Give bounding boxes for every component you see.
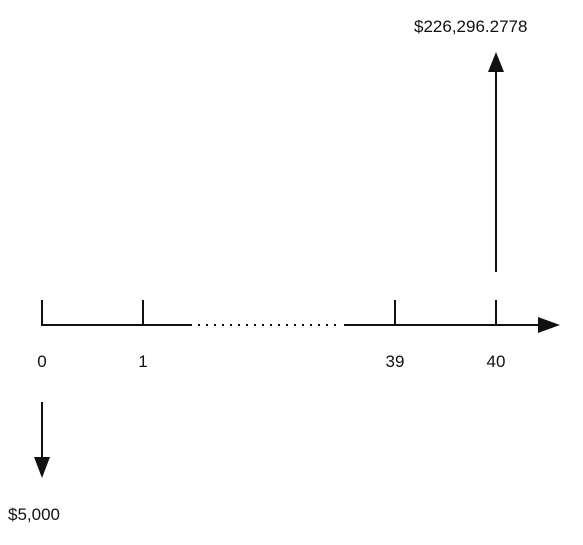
- arrow-up-icon: [488, 52, 504, 72]
- period-labels: 0 1 39 40: [37, 352, 505, 371]
- period-label-0: 0: [37, 352, 46, 371]
- outflow-arrow: [34, 402, 50, 478]
- period-ticks: [42, 300, 496, 326]
- inflow-arrow: [488, 52, 504, 272]
- axis-arrow-icon: [538, 317, 560, 333]
- period-label-1: 1: [138, 352, 147, 371]
- outflow-amount-label: $5,000: [8, 505, 60, 524]
- period-label-39: 39: [386, 352, 405, 371]
- arrow-down-icon: [34, 457, 50, 478]
- inflow-amount-label: $226,296.2778: [414, 17, 527, 36]
- period-label-40: 40: [487, 352, 506, 371]
- time-axis: [42, 317, 560, 333]
